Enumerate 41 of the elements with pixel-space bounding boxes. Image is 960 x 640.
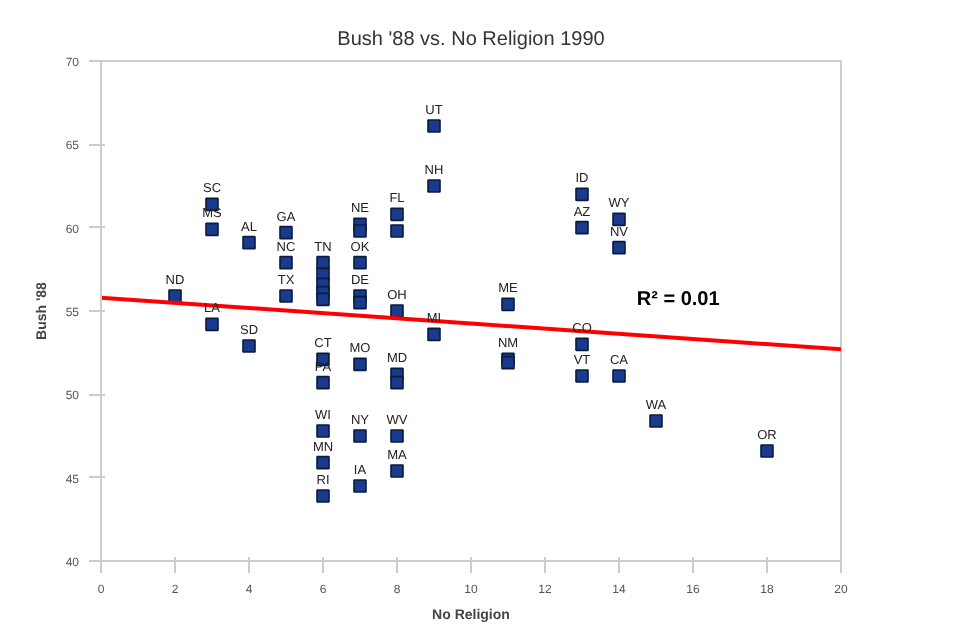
point	[612, 240, 626, 255]
point	[575, 220, 589, 235]
point	[575, 369, 589, 383]
point	[242, 235, 256, 250]
point	[353, 479, 367, 493]
point	[279, 225, 293, 240]
point	[205, 317, 219, 332]
point	[353, 295, 367, 310]
point	[316, 375, 330, 390]
point	[242, 339, 256, 353]
point	[427, 327, 441, 342]
point	[575, 187, 589, 202]
point	[316, 424, 330, 438]
point	[279, 289, 293, 303]
annotation: R² = 0.01	[636, 289, 721, 311]
point	[390, 464, 404, 478]
point	[316, 255, 330, 270]
point	[649, 414, 663, 428]
point	[279, 255, 293, 270]
point	[612, 369, 626, 383]
point	[760, 444, 774, 458]
point	[353, 224, 367, 238]
point	[353, 357, 367, 372]
chart-title: Bush '88 vs. No Religion 1990	[337, 29, 606, 51]
point	[353, 255, 367, 270]
point	[316, 489, 330, 503]
point	[390, 207, 404, 222]
point	[168, 289, 182, 303]
point	[316, 292, 330, 307]
point	[612, 212, 626, 227]
point	[427, 179, 441, 193]
point	[390, 304, 404, 318]
point	[353, 429, 367, 443]
point	[390, 375, 404, 390]
point	[390, 224, 404, 238]
point	[501, 297, 515, 312]
point	[575, 337, 589, 352]
point	[316, 455, 330, 470]
point	[205, 222, 219, 237]
point	[390, 429, 404, 443]
point	[427, 119, 441, 133]
